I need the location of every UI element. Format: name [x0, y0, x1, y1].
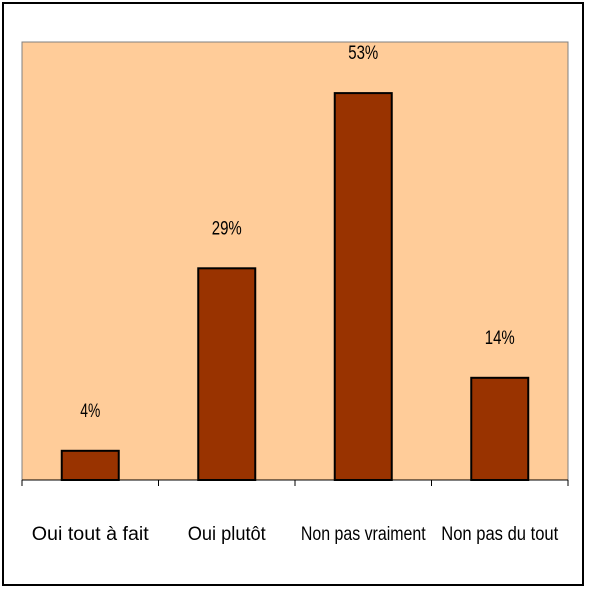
- data-label-1: 4%: [80, 401, 100, 422]
- category-label-2: Oui plutôt: [188, 524, 267, 545]
- data-label-4: 14%: [485, 328, 515, 349]
- category-label-4: Non pas du tout: [441, 524, 559, 545]
- bar-2: [197, 267, 257, 481]
- bar-4: [470, 376, 530, 481]
- bar-3: [333, 92, 393, 481]
- category-label-3: Non pas vraiment: [301, 524, 426, 545]
- chart-frame: 4% Oui tout à fait 29% Oui plutôt 53% Non pas…: [2, 2, 584, 586]
- data-label-3: 53%: [348, 43, 378, 64]
- bar-chart: 4% Oui tout à fait 29% Oui plutôt 53% Non pas…: [21, 41, 569, 545]
- data-label-2: 29%: [212, 218, 242, 239]
- category-label-1: Oui tout à fait: [32, 524, 150, 545]
- bar-1: [60, 449, 120, 481]
